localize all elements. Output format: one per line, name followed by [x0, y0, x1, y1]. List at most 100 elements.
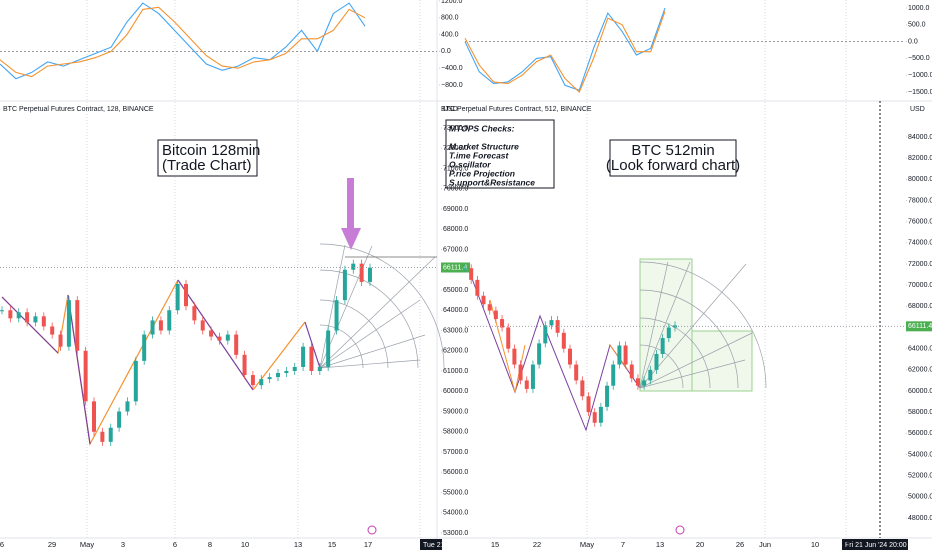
candle	[537, 343, 542, 365]
candle	[50, 326, 55, 335]
candle	[524, 380, 529, 389]
candle	[117, 411, 122, 428]
y-tick-label: 63000.0	[443, 327, 468, 334]
y-tick-label: 60000.0	[908, 388, 932, 395]
candle	[317, 366, 322, 371]
candle	[481, 295, 486, 305]
candle	[276, 373, 280, 378]
candle	[326, 330, 331, 367]
candle	[309, 346, 314, 371]
candle	[512, 348, 517, 365]
y-tick-label: 68000.0	[443, 226, 468, 233]
x-tick-label: 17	[364, 540, 372, 549]
zigzag-purple	[304, 321, 321, 369]
osc-tick-label: 0.0	[441, 48, 451, 55]
y-tick-label: 69000.0	[443, 206, 468, 213]
candle	[225, 334, 230, 341]
candle	[75, 300, 80, 351]
y-tick-label: 72000.0	[908, 261, 932, 268]
candle	[66, 300, 71, 347]
x-tick-label: 22	[533, 540, 541, 549]
candle	[33, 316, 38, 323]
x-tick-label: 29	[48, 540, 56, 549]
candle	[493, 310, 498, 320]
y-tick-label: 52000.0	[908, 473, 932, 480]
candle	[506, 327, 511, 349]
candle	[359, 263, 364, 282]
candle	[217, 336, 222, 341]
osc-tick-label: −500.0	[908, 55, 930, 62]
candle	[158, 320, 163, 331]
x-tick-label: 8	[208, 540, 212, 549]
candle	[463, 268, 467, 270]
candle	[487, 304, 492, 311]
osc-tick-label: 0.0	[908, 38, 918, 45]
date-badge: Fri 21 Jun '24 20:00	[845, 542, 907, 549]
candle	[8, 310, 13, 319]
candle	[518, 364, 523, 381]
candle	[648, 369, 653, 381]
symbol-header: BTC Perpetual Futures Contract, 512, BIN…	[441, 106, 592, 113]
annotation-line: (Trade Chart)	[162, 157, 251, 174]
osc-tick-label: 1000.0	[908, 5, 930, 12]
y-tick-label: 64000.0	[443, 307, 468, 314]
candle	[150, 320, 155, 335]
y-tick-label: 67000.0	[443, 246, 468, 253]
osc-tick-label: −1500.0	[908, 89, 932, 96]
checklist-item: M.arket Structure	[449, 141, 519, 151]
y-tick-label: 59000.0	[443, 408, 468, 415]
candle	[41, 316, 46, 327]
candle	[267, 377, 272, 380]
projection-box	[639, 258, 693, 392]
candle	[292, 366, 297, 371]
last-price-bg	[906, 321, 932, 332]
date-badge: Tue 21	[423, 542, 445, 549]
y-tick-label: 56000.0	[443, 469, 468, 476]
zigzag-purple	[177, 279, 254, 391]
x-tick-label: 6	[173, 540, 177, 549]
checklist-item: P.rice Projection	[449, 168, 515, 178]
osc-tick-label: 800.0	[441, 15, 459, 22]
y-tick-label: 82000.0	[908, 155, 932, 162]
candle	[100, 431, 105, 442]
candle	[617, 345, 622, 365]
candle	[133, 360, 138, 402]
x-tick-label: 10	[811, 540, 819, 549]
y-tick-label: 58000.0	[443, 429, 468, 436]
candle	[301, 346, 306, 367]
checklist-item: T.ime Forecast	[449, 150, 510, 160]
x-tick-label: May	[80, 540, 94, 549]
checklist-item: S.upport&Resistance	[449, 177, 535, 187]
candle	[92, 401, 96, 432]
candle	[25, 312, 30, 323]
candle	[642, 380, 647, 386]
x-tick-label: 17	[842, 540, 850, 549]
y-tick-label: 74000.0	[908, 240, 932, 247]
candle	[611, 364, 616, 386]
candle	[629, 364, 634, 379]
x-tick-label: 13	[294, 540, 302, 549]
x-tick-label: 3	[121, 540, 125, 549]
y-tick-label: 68000.0	[908, 303, 932, 310]
y-tick-label: 62000.0	[908, 367, 932, 374]
y-tick-label: 48000.0	[908, 515, 932, 522]
candle	[192, 306, 197, 321]
y-tick-label: 58000.0	[908, 409, 932, 416]
zigzag-purple	[1, 296, 59, 354]
osc-tick-label: −400.0	[441, 65, 463, 72]
last-price-bg	[441, 262, 470, 273]
candle	[623, 345, 628, 365]
x-tick-label: Jun	[759, 540, 771, 549]
osc-tick-label: −800.0	[441, 82, 463, 89]
zigzag-purple	[67, 294, 91, 445]
checklist-box	[445, 119, 555, 189]
candle	[108, 427, 113, 442]
y-tick-label: 55000.0	[443, 489, 468, 496]
x-tick-label: 20	[696, 540, 704, 549]
y-tick-label: 65000.0	[443, 287, 468, 294]
candle	[284, 371, 289, 374]
symbol-header: BTC Perpetual Futures Contract, 128, BIN…	[3, 106, 154, 113]
y-tick-label: 50000.0	[908, 494, 932, 501]
event-icon	[367, 525, 377, 535]
